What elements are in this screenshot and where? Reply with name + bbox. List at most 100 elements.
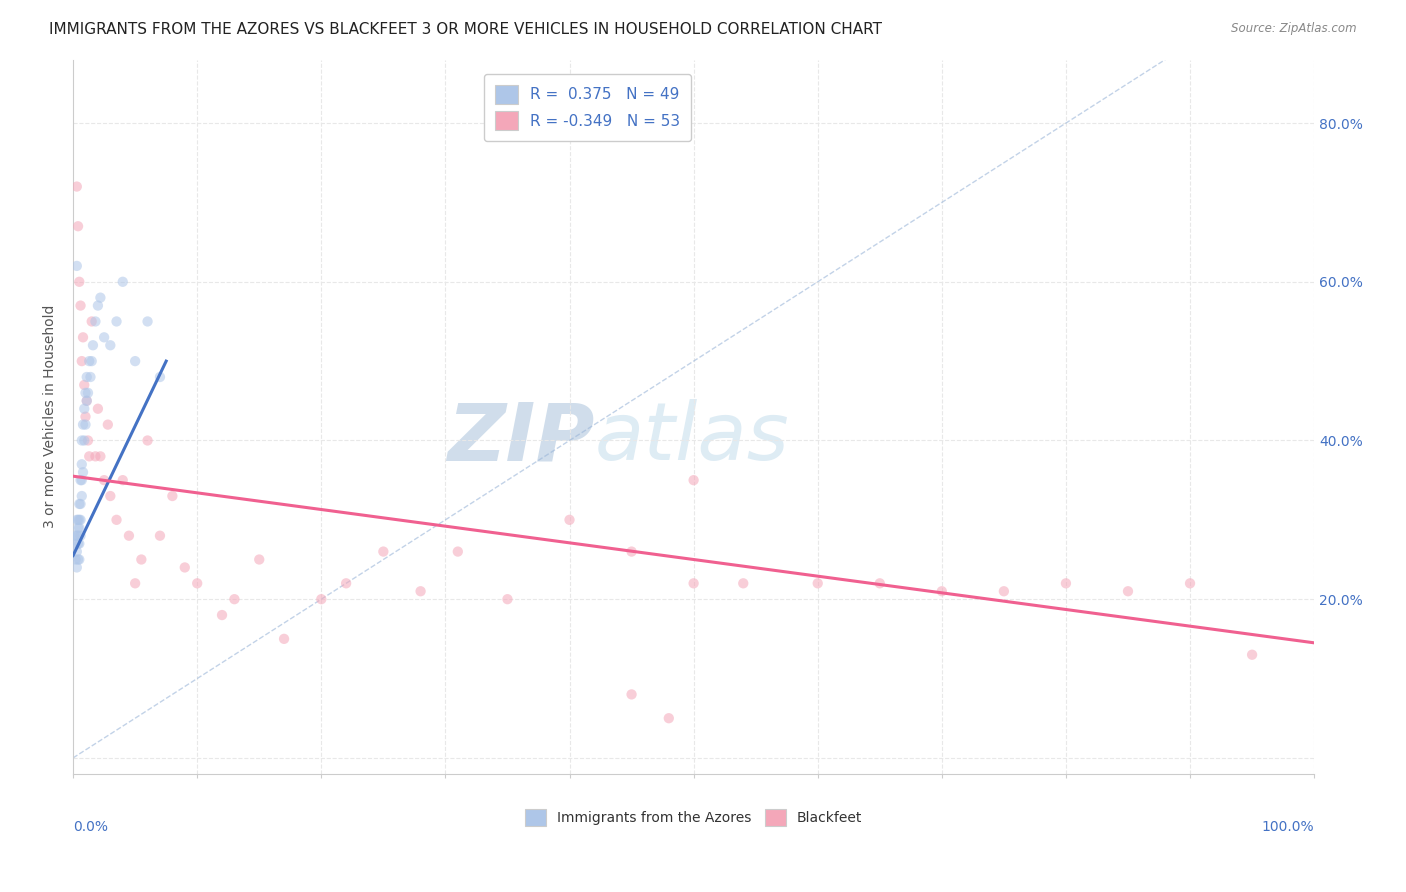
Point — [75, 385, 97, 400]
Point — [89, 450, 111, 464]
Point — [447, 544, 470, 558]
Point — [66, 544, 89, 558]
Legend: Immigrants from the Azores, Blackfeet: Immigrants from the Azores, Blackfeet — [519, 803, 868, 831]
Point — [186, 576, 208, 591]
Text: 100.0%: 100.0% — [1261, 820, 1315, 834]
Point — [67, 536, 90, 550]
Point — [70, 354, 93, 368]
Point — [63, 529, 86, 543]
Point — [93, 473, 115, 487]
Text: 0.0%: 0.0% — [73, 820, 108, 834]
Point — [66, 259, 89, 273]
Point — [173, 560, 195, 574]
Point — [67, 513, 90, 527]
Point — [87, 401, 110, 416]
Point — [69, 529, 91, 543]
Point — [70, 489, 93, 503]
Point — [620, 544, 643, 558]
Point — [247, 552, 270, 566]
Point — [67, 513, 90, 527]
Point — [72, 330, 94, 344]
Text: atlas: atlas — [595, 399, 789, 477]
Point — [149, 529, 172, 543]
Point — [993, 584, 1015, 599]
Point — [658, 711, 681, 725]
Point — [131, 552, 153, 566]
Point — [82, 338, 104, 352]
Point — [1054, 576, 1077, 591]
Point — [869, 576, 891, 591]
Point — [620, 687, 643, 701]
Point — [149, 370, 172, 384]
Text: ZIP: ZIP — [447, 399, 595, 477]
Point — [162, 489, 184, 503]
Point — [682, 473, 704, 487]
Point — [1178, 576, 1201, 591]
Point — [136, 434, 159, 448]
Point — [136, 314, 159, 328]
Point — [118, 529, 141, 543]
Point — [67, 275, 90, 289]
Point — [124, 576, 146, 591]
Point — [67, 521, 90, 535]
Point — [224, 592, 246, 607]
Point — [72, 417, 94, 432]
Point — [111, 473, 134, 487]
Point — [65, 552, 87, 566]
Point — [733, 576, 755, 591]
Point — [807, 576, 830, 591]
Point — [65, 536, 87, 550]
Point — [273, 632, 295, 646]
Point — [70, 473, 93, 487]
Point — [98, 338, 121, 352]
Point — [124, 354, 146, 368]
Point — [682, 576, 704, 591]
Point — [67, 497, 90, 511]
Point — [87, 299, 110, 313]
Point — [84, 314, 107, 328]
Point — [80, 354, 103, 368]
Point — [76, 393, 98, 408]
Point — [89, 291, 111, 305]
Point — [67, 552, 90, 566]
Point — [69, 299, 91, 313]
Point — [335, 576, 357, 591]
Point — [496, 592, 519, 607]
Point — [1241, 648, 1264, 662]
Point — [77, 450, 100, 464]
Point — [67, 529, 90, 543]
Point — [73, 401, 96, 416]
Point — [77, 385, 100, 400]
Point — [69, 497, 91, 511]
Point — [76, 393, 98, 408]
Point — [67, 521, 90, 535]
Point — [1116, 584, 1139, 599]
Text: IMMIGRANTS FROM THE AZORES VS BLACKFEET 3 OR MORE VEHICLES IN HOUSEHOLD CORRELAT: IMMIGRANTS FROM THE AZORES VS BLACKFEET … — [49, 22, 882, 37]
Point — [66, 529, 89, 543]
Point — [77, 354, 100, 368]
Point — [66, 179, 89, 194]
Point — [105, 314, 128, 328]
Point — [69, 513, 91, 527]
Point — [75, 417, 97, 432]
Point — [70, 434, 93, 448]
Point — [77, 434, 100, 448]
Point — [97, 417, 120, 432]
Text: Source: ZipAtlas.com: Source: ZipAtlas.com — [1232, 22, 1357, 36]
Point — [931, 584, 953, 599]
Point — [79, 370, 101, 384]
Point — [69, 473, 91, 487]
Point — [67, 552, 90, 566]
Point — [84, 450, 107, 464]
Point — [409, 584, 432, 599]
Point — [72, 465, 94, 479]
Point — [66, 560, 89, 574]
Point — [111, 275, 134, 289]
Point — [80, 314, 103, 328]
Point — [70, 458, 93, 472]
Point — [67, 536, 90, 550]
Point — [75, 409, 97, 424]
Point — [373, 544, 395, 558]
Point — [211, 608, 233, 623]
Point — [73, 434, 96, 448]
